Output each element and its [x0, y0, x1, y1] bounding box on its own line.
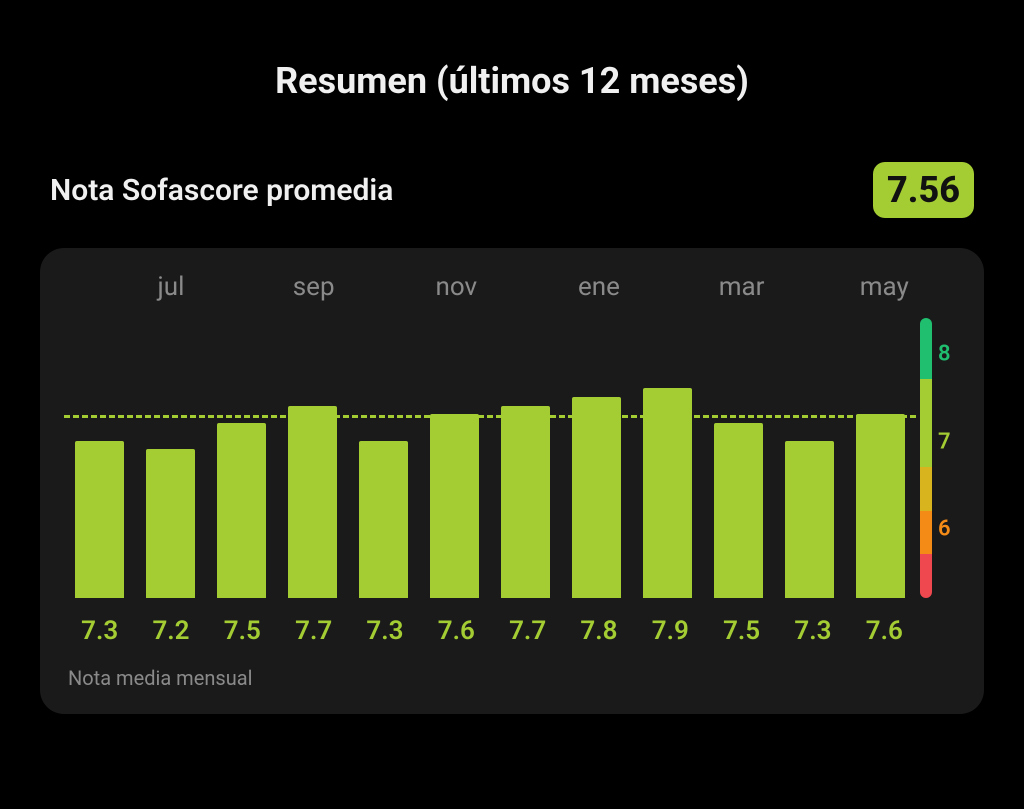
- rating-bar: [217, 423, 265, 598]
- page-title: Resumen (últimos 12 meses): [40, 60, 984, 102]
- rating-bar: [856, 414, 904, 598]
- root: Resumen (últimos 12 meses) Nota Sofascor…: [0, 0, 1024, 809]
- month-labels-row: jul sep nov ene mar may: [64, 272, 960, 318]
- bar-value-label: 7.9: [635, 616, 706, 646]
- section-label: Nota Sofascore promedia: [50, 173, 393, 208]
- rating-bar: [785, 441, 833, 599]
- bar-slot: [561, 318, 632, 598]
- bar-slot: [206, 318, 277, 598]
- bar-slot: [490, 318, 561, 598]
- bars-area: [64, 318, 916, 598]
- rating-bar: [359, 441, 407, 599]
- scale-segment: [920, 467, 932, 511]
- month-label: jul: [135, 272, 206, 302]
- scale-tick-label: 8: [938, 342, 951, 367]
- rating-bar: [430, 414, 478, 598]
- value-labels-row: 7.37.27.57.77.37.67.77.87.97.57.37.6: [64, 598, 960, 646]
- month-label: nov: [421, 272, 492, 302]
- rating-bar: [288, 406, 336, 599]
- bar-value-label: 7.7: [278, 616, 349, 646]
- rating-bar: [714, 423, 762, 598]
- bar-slot: [703, 318, 774, 598]
- rating-bar: [572, 397, 620, 598]
- bar-value-label: 7.7: [492, 616, 563, 646]
- bar-value-label: 7.5: [706, 616, 777, 646]
- scale-segment: [920, 554, 932, 598]
- scale-tick-label: 6: [938, 517, 951, 542]
- scale-segment: [920, 318, 932, 379]
- score-header-row: Nota Sofascore promedia 7.56: [40, 162, 984, 248]
- bar-slot: [845, 318, 916, 598]
- rating-bar: [75, 441, 123, 599]
- scale-segment: [920, 379, 932, 467]
- rating-bar: [146, 449, 194, 598]
- chart-body: 8 7 6: [64, 318, 960, 598]
- rating-bar: [501, 406, 549, 599]
- scale-segment: [920, 511, 932, 555]
- bar-value-label: 7.5: [207, 616, 278, 646]
- bar-value-label: 7.3: [64, 616, 135, 646]
- bar-slot: [64, 318, 135, 598]
- bar-slot: [774, 318, 845, 598]
- bar-value-label: 7.3: [349, 616, 420, 646]
- bar-slot: [632, 318, 703, 598]
- bar-value-label: 7.3: [777, 616, 848, 646]
- bar-slot: [348, 318, 419, 598]
- month-label: sep: [278, 272, 349, 302]
- month-label: may: [849, 272, 920, 302]
- rating-bar: [643, 388, 691, 598]
- month-label: mar: [706, 272, 777, 302]
- bar-slot: [135, 318, 206, 598]
- month-label: ene: [563, 272, 634, 302]
- avg-score-badge: 7.56: [873, 162, 974, 218]
- scale-tick-label: 7: [938, 429, 951, 454]
- bar-slot: [277, 318, 348, 598]
- bar-value-label: 7.6: [849, 616, 920, 646]
- bar-value-label: 7.8: [563, 616, 634, 646]
- bar-slot: [419, 318, 490, 598]
- monthly-rating-chart: julsepnovenemarmay 876 7.37.27.57.77.37.…: [40, 248, 984, 714]
- bar-value-label: 7.6: [421, 616, 492, 646]
- color-scale: 8 7 6: [920, 318, 960, 598]
- chart-footer-label: Nota media mensual: [64, 646, 960, 690]
- bar-value-label: 7.2: [135, 616, 206, 646]
